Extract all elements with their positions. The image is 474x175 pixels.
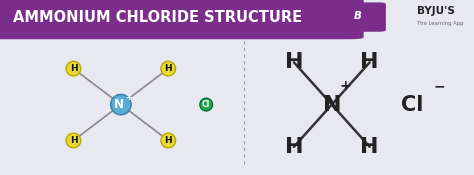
Text: +: + (125, 93, 132, 102)
Circle shape (161, 133, 175, 148)
Circle shape (161, 61, 175, 76)
FancyBboxPatch shape (329, 2, 386, 32)
Text: H: H (164, 64, 172, 73)
Text: H: H (70, 64, 77, 73)
Text: Cl: Cl (202, 100, 210, 109)
Circle shape (66, 61, 81, 76)
FancyBboxPatch shape (0, 0, 364, 39)
Text: The Learning App: The Learning App (417, 21, 464, 26)
Text: N: N (114, 98, 124, 111)
Text: BYJU'S: BYJU'S (417, 6, 455, 16)
Text: Cl: Cl (401, 94, 424, 115)
Text: −: − (433, 79, 445, 93)
Text: H: H (70, 136, 77, 145)
Circle shape (66, 133, 81, 148)
Circle shape (111, 94, 131, 115)
Text: H: H (284, 137, 303, 157)
Text: H: H (360, 52, 379, 72)
Text: B: B (354, 11, 362, 21)
Text: H: H (284, 52, 303, 72)
Circle shape (200, 98, 212, 111)
Text: H: H (164, 136, 172, 145)
Text: +: + (339, 79, 351, 93)
Text: H: H (360, 137, 379, 157)
Text: N: N (322, 94, 341, 115)
Text: AMMONIUM CHLORIDE STRUCTURE: AMMONIUM CHLORIDE STRUCTURE (13, 10, 302, 25)
